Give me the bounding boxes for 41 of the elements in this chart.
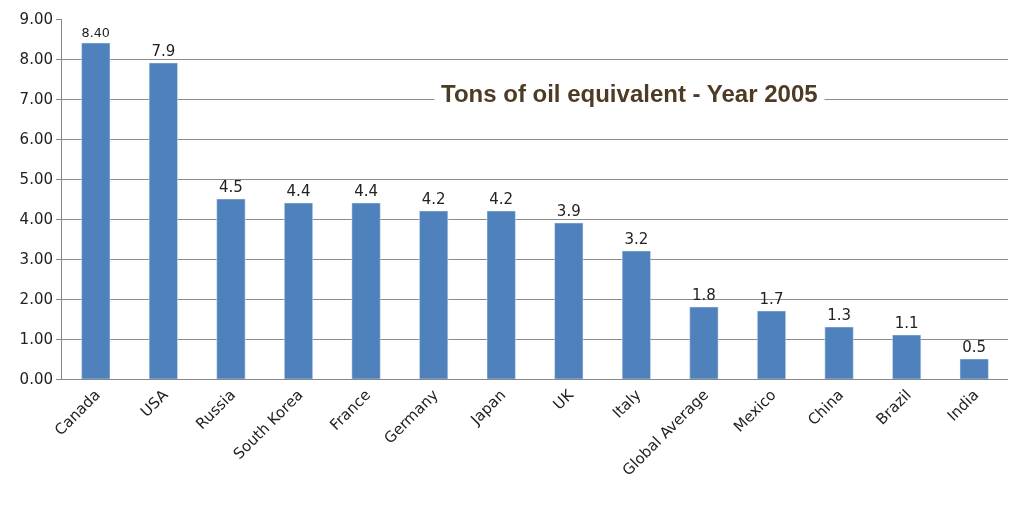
bar bbox=[824, 326, 854, 379]
bar bbox=[148, 62, 178, 379]
text: Tons of oil equivalent - Year 2005 bbox=[441, 80, 818, 107]
x-tick-label: USA bbox=[136, 385, 173, 421]
bar bbox=[419, 210, 449, 379]
data-label: 4.2 bbox=[421, 190, 446, 208]
bar bbox=[351, 202, 381, 379]
y-tick-label: 0.00 bbox=[19, 370, 53, 389]
data-label: 3.2 bbox=[624, 230, 649, 248]
y-tick-label: 5.00 bbox=[19, 170, 53, 189]
data-label: 4.5 bbox=[219, 178, 243, 196]
y-tick-label: 8.00 bbox=[19, 50, 53, 69]
data-label: 1.1 bbox=[894, 314, 919, 332]
y-tick-label: 4.00 bbox=[19, 210, 53, 229]
data-label: 1.8 bbox=[692, 286, 716, 304]
y-tick-label: 2.00 bbox=[19, 290, 53, 309]
bar bbox=[689, 306, 719, 379]
data-label: 4.4 bbox=[286, 182, 311, 200]
data-label: 3.9 bbox=[556, 202, 581, 220]
data-label: 8.40 bbox=[81, 24, 110, 40]
bar bbox=[959, 358, 989, 379]
y-tick-label: 7.00 bbox=[19, 90, 53, 109]
y-tick-label: 3.00 bbox=[19, 250, 53, 269]
bar bbox=[81, 42, 111, 379]
bar bbox=[554, 222, 584, 379]
data-label: 4.4 bbox=[354, 182, 378, 200]
bar bbox=[892, 334, 922, 379]
data-label: 0.5 bbox=[962, 338, 987, 356]
bar bbox=[486, 210, 516, 379]
data-label: 4.2 bbox=[489, 190, 514, 208]
bar bbox=[284, 202, 313, 379]
data-label: 1.3 bbox=[827, 306, 851, 324]
bar bbox=[621, 250, 651, 379]
data-label: 1.7 bbox=[759, 290, 784, 308]
data-label: 7.9 bbox=[151, 42, 176, 60]
y-tick-label: 1.00 bbox=[19, 330, 53, 349]
bar bbox=[216, 198, 246, 379]
y-tick-label: 9.00 bbox=[19, 10, 53, 29]
bar bbox=[757, 310, 786, 379]
y-tick-label: 6.00 bbox=[19, 130, 53, 149]
x-tick-label: UK bbox=[549, 385, 578, 414]
